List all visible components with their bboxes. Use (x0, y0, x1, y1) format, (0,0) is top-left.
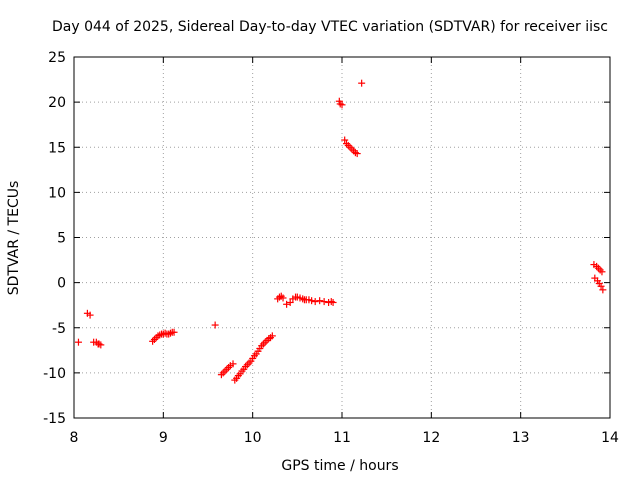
y-tick-label: -15 (43, 411, 66, 427)
x-tick-label: 9 (159, 430, 168, 446)
data-point (275, 293, 283, 301)
x-tick-label: 13 (512, 430, 530, 446)
axis-ticks (73, 56, 611, 419)
data-point (597, 282, 605, 290)
data-point (223, 365, 231, 373)
y-tick-labels: -15 -10 -5 0 5 10 15 20 25 (43, 50, 66, 427)
data-point (308, 297, 316, 305)
data-point (329, 298, 337, 306)
y-tick-label: 5 (57, 231, 66, 247)
data-point (259, 340, 267, 348)
data-point (311, 298, 319, 306)
data-point (86, 311, 94, 319)
data-point (346, 143, 354, 151)
data-point (97, 341, 105, 349)
data-point (283, 300, 291, 308)
y-tick-label: -10 (43, 366, 66, 382)
data-point (225, 363, 233, 371)
data-point (594, 264, 602, 272)
data-point (279, 294, 287, 302)
grid (74, 57, 610, 418)
data-point (261, 338, 269, 346)
data-point (320, 298, 328, 306)
x-tick-label: 12 (422, 430, 440, 446)
data-point (221, 367, 229, 375)
data-point (217, 371, 225, 379)
data-point (229, 360, 237, 368)
data-point (341, 136, 349, 144)
x-axis-label: GPS time / hours (281, 458, 398, 474)
x-tick-label: 11 (333, 430, 351, 446)
data-point (231, 376, 239, 384)
data-point (245, 359, 253, 367)
data-point (150, 335, 158, 343)
data-point (166, 329, 174, 337)
data-point (598, 268, 606, 276)
y-tick-label: 20 (48, 95, 66, 111)
data-point (149, 337, 157, 345)
x-tick-label: 10 (244, 430, 262, 446)
data-point (353, 150, 361, 158)
data-point (74, 338, 82, 346)
x-tick-label: 8 (70, 430, 79, 446)
x-tick-label: 14 (601, 430, 619, 446)
y-tick-label: 10 (48, 185, 66, 201)
chart-title: Day 044 of 2025, Sidereal Day-to-day VTE… (52, 19, 608, 35)
data-point (348, 145, 356, 153)
x-tick-labels: 8 9 10 11 12 13 14 (70, 430, 619, 446)
data-point (351, 149, 359, 157)
y-tick-label: 0 (57, 276, 66, 292)
y-axis-label: SDTVAR / TECUs (6, 181, 22, 296)
data-point (170, 328, 178, 336)
data-point (358, 79, 366, 87)
y-tick-label: -5 (52, 321, 66, 337)
data-point (211, 321, 219, 329)
data-point (219, 369, 227, 377)
data-point (165, 330, 173, 338)
data-point (599, 286, 607, 294)
data-points (74, 79, 607, 384)
data-point (316, 297, 324, 305)
data-point (286, 298, 294, 306)
y-tick-label: 25 (48, 50, 66, 66)
data-point (243, 361, 251, 369)
data-point (338, 101, 346, 109)
data-point (268, 332, 276, 340)
y-tick-label: 15 (48, 140, 66, 156)
data-point (344, 141, 352, 149)
data-point (342, 140, 350, 148)
data-point (596, 266, 604, 274)
data-point (154, 332, 162, 340)
